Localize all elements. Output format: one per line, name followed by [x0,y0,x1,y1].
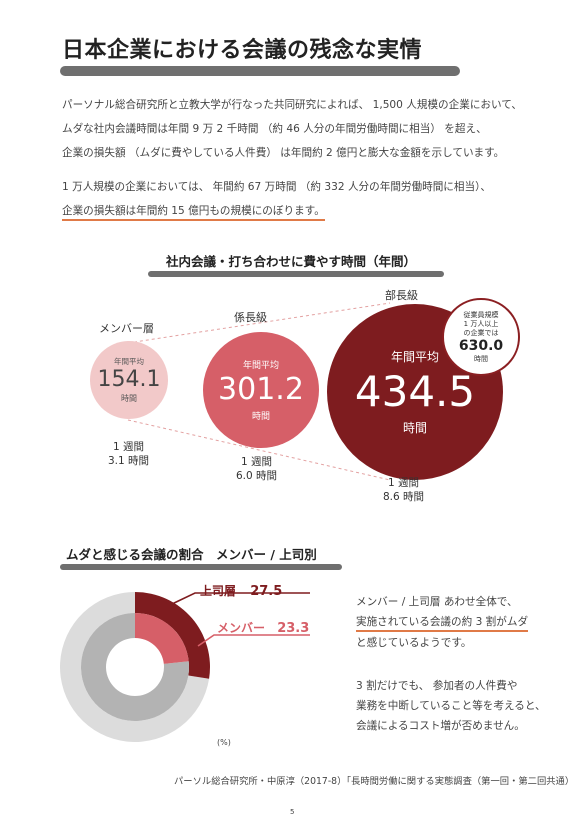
manager-week-line1: 1 週間 [388,477,420,489]
member-week-line1: 1 週間 [113,441,145,453]
chief-avg-label: 年間平均 [242,361,279,371]
title-underline [60,66,460,76]
member-legend-value: 23.3 [277,621,310,636]
waste-heading-bar [60,564,342,570]
connector-top [127,302,391,344]
intro-line-4: 1 万人規模の企業においては、 年間約 67 万時間 （約 332 人分の年間労… [62,181,491,193]
page-title: 日本企業における会議の残念な実情 [62,38,423,63]
chart-unit-note: (%) [217,738,231,747]
badge-line3: の企業では [463,328,499,337]
boss-legend-label: 上司層 [200,584,237,598]
manager-week: 1 週間 8.6 時間 [383,476,424,504]
waste-text-line5: 業務を中断していること等を考えると、 [356,700,546,712]
meeting-time-heading-bar [148,271,444,277]
chief-group-label: 係長級 [234,311,267,324]
manager-circle: 年間平均 434.5 時間 [327,304,503,480]
manager-value: 434.5 [354,367,476,416]
intro-line-1: パーソナル総合研究所と立教大学が行なった共同研究によれば、 1,500 人規模の… [62,99,522,111]
waste-text-line1: メンバー / 上司層 あわせ全体で、 [356,596,518,608]
waste-text-line4: 3 割だけでも、 参加者の人件費や [356,680,518,692]
chief-week: 1 週間 6.0 時間 [236,455,277,483]
chief-circle: 年間平均 301.2 時間 [203,332,319,448]
member-week: 1 週間 3.1 時間 [108,440,149,468]
member-avg-label: 年間平均 [114,357,144,366]
source-citation: パーソル総合研究所・中原淳（2017-8）「長時間労働に関する実態調査（第一回・… [174,776,575,787]
intro-line-3: 企業の損失額 （ムダに費やしている人件費） は年間約 2 億円と膨大な金額を示し… [62,147,505,159]
member-week-line2: 3.1 時間 [108,455,150,467]
member-legend: メンバー 23.3 [217,619,309,636]
waste-heading: ムダと感じる会議の割合 メンバー / 上司別 [66,547,317,562]
intro-highlight: 企業の損失額は年間約 15 億円もの規模にのぼります。 [62,205,325,221]
chief-value: 301.2 [218,372,304,407]
boss-legend: 上司層 27.5 [200,582,282,599]
manager-unit: 時間 [402,421,427,435]
waste-text-line2: 実施されている会議の約 3 割がムダ [356,613,529,632]
member-unit: 時間 [121,394,137,403]
chief-week-line1: 1 週間 [241,456,273,468]
badge-line1: 従業員規模 [463,310,499,319]
badge-line2: 1 万人以上 [463,319,499,328]
member-legend-label: メンバー [217,621,266,635]
chief-unit: 時間 [251,412,270,422]
page-number: 5 [290,808,295,816]
intro-line-5: 企業の損失額は年間約 15 億円もの規模にのぼります。 [62,204,325,221]
chief-week-line2: 6.0 時間 [236,470,278,482]
member-group-label: メンバー層 [99,322,154,335]
member-waste-arc [135,613,189,664]
waste-text-line6: 会議によるコスト増が否めません。 [356,720,525,732]
manager-week-line2: 8.6 時間 [383,491,425,503]
member-remainder-arc [80,613,189,721]
manager-group-label: 部長級 [385,289,418,302]
badge-unit: 時間 [474,354,488,363]
large-company-badge: 従業員規模 1 万人以上 の企業では 630.0 時間 [442,298,520,376]
donut-chart [60,592,211,742]
intro-line-2: ムダな社内会議時間は年間 9 万 2 千時間 （約 46 人分の年間労働時間に相… [62,123,487,135]
manager-avg-label: 年間平均 [390,350,439,364]
member-value: 154.1 [97,367,161,392]
connector-bottom [127,419,391,481]
member-leader-line [197,634,310,647]
member-circle: 年間平均 154.1 時間 [90,341,168,419]
meeting-time-heading: 社内会議・打ち合わせに費やす時間（年間） [166,254,417,269]
boss-waste-arc [135,592,211,679]
badge-value: 630.0 [458,337,504,354]
waste-text-highlight: 実施されている会議の約 3 割がムダ [356,616,529,632]
boss-legend-value: 27.5 [250,584,283,599]
waste-text-line3: と感じているようです。 [356,637,472,649]
boss-leader-line [171,592,310,605]
